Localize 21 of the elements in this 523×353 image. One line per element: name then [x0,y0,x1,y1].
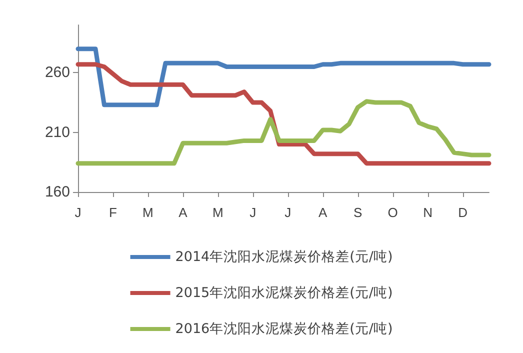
line-series [76,99,492,166]
y-tick-label: 160 [44,184,70,200]
x-tick-label: S [353,205,362,220]
legend-label: 2014年沈阳水泥煤炭价格差(元/吨) [175,249,393,265]
x-tick-label: J [74,205,82,220]
x-tick-label: O [388,205,398,220]
line-series [76,46,492,108]
legend-label: 2015年沈阳水泥煤炭价格差(元/吨) [175,285,393,301]
x-tick-label: F [109,205,117,220]
x-tick-label: M [212,205,224,220]
legend-label: 2016年沈阳水泥煤炭价格差(元/吨) [175,321,393,337]
x-tick-label: J [250,205,256,220]
x-tick-label: N [423,205,432,220]
x-tick-label: M [142,205,154,220]
x-tick-label: A [318,205,328,220]
y-tick-label: 210 [44,124,70,141]
x-tick-label: A [178,205,188,220]
line-series [76,62,492,166]
y-tick-label: 260 [44,64,70,82]
x-tick-label: D [458,205,468,220]
x-tick-label: J [284,205,292,220]
